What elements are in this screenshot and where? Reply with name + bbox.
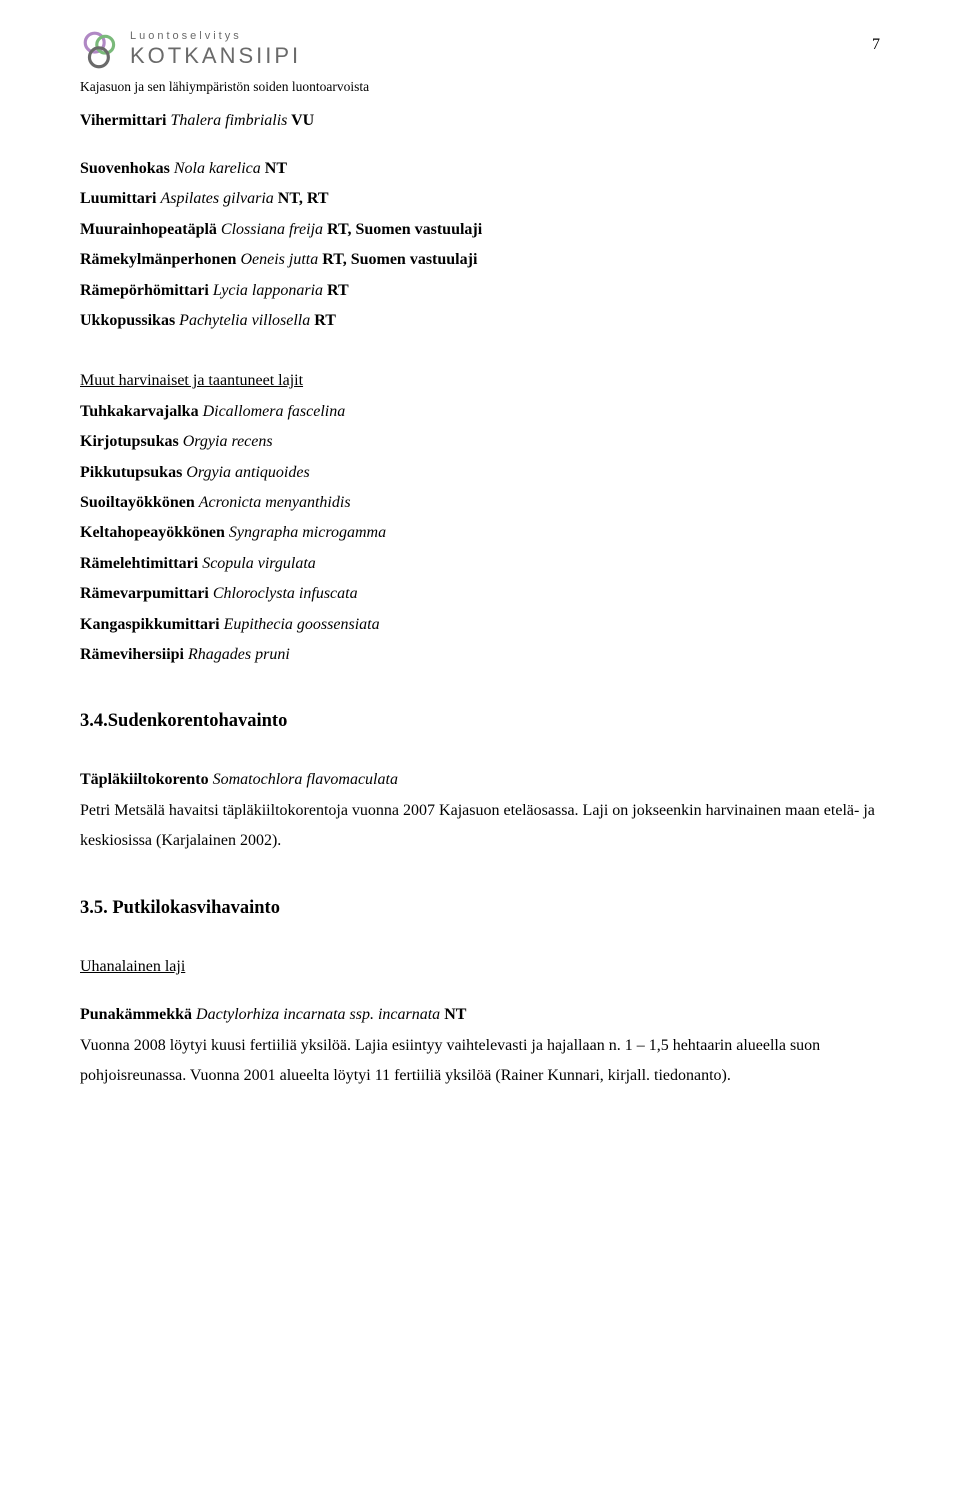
doc-subtitle: Kajasuon ja sen lähiympäristön soiden lu… (80, 74, 880, 100)
section-35-title: 3.5. Putkilokasvihavainto (80, 891, 880, 926)
species-line: Rämevarpumittari Chloroclysta infuscata (80, 579, 880, 609)
species-line: Vihermittari Thalera fimbrialis VU (80, 106, 880, 136)
rare-heading: Muut harvinaiset ja taantuneet lajit (80, 366, 880, 396)
page-header: Luontoselvitys KOTKANSIIPI 7 (80, 30, 880, 72)
kotkansiipi-logo-icon (80, 30, 122, 72)
section-34-species: Täpläkiiltokorento Somatochlora flavomac… (80, 765, 880, 795)
species-line: Luumittari Aspilates gilvaria NT, RT (80, 184, 880, 214)
section-35-subheading: Uhanalainen laji (80, 952, 880, 982)
species-line: Rämevihersiipi Rhagades pruni (80, 640, 880, 670)
species-line: Rämelehtimittari Scopula virgulata (80, 549, 880, 579)
species-top-list: Vihermittari Thalera fimbrialis VU Suove… (80, 106, 880, 337)
species-rare-list: Tuhkakarvajalka Dicallomera fascelina Ki… (80, 397, 880, 671)
species-line: Tuhkakarvajalka Dicallomera fascelina (80, 397, 880, 427)
species-line: Muurainhopeatäplä Clossiana freija RT, S… (80, 215, 880, 245)
species-line: Suoiltayökkönen Acronicta menyanthidis (80, 488, 880, 518)
section-34-para: Petri Metsälä havaitsi täpläkiiltokorent… (80, 796, 880, 857)
page-number: 7 (872, 30, 880, 60)
logo-subtitle: Luontoselvitys (130, 30, 301, 42)
logo-text: Luontoselvitys KOTKANSIIPI (130, 30, 301, 68)
section-35-para: Vuonna 2008 löytyi kuusi fertiiliä yksil… (80, 1031, 880, 1092)
logo-title: KOTKANSIIPI (130, 44, 301, 68)
section-34-title: 3.4.Sudenkorentohavainto (80, 704, 880, 739)
species-line: Keltahopeayökkönen Syngrapha microgamma (80, 518, 880, 548)
logo-block: Luontoselvitys KOTKANSIIPI (80, 30, 301, 72)
species-line: Suovenhokas Nola karelica NT (80, 154, 880, 184)
species-line: Rämekylmänperhonen Oeneis jutta RT, Suom… (80, 245, 880, 275)
species-line: Kirjotupsukas Orgyia recens (80, 427, 880, 457)
species-line: Ukkopussikas Pachytelia villosella RT (80, 306, 880, 336)
section-35-species: Punakämmekkä Dactylorhiza incarnata ssp.… (80, 1000, 880, 1030)
species-line: Kangaspikkumittari Eupithecia goossensia… (80, 610, 880, 640)
species-line: Pikkutupsukas Orgyia antiquoides (80, 458, 880, 488)
species-line: Rämepörhömittari Lycia lapponaria RT (80, 276, 880, 306)
